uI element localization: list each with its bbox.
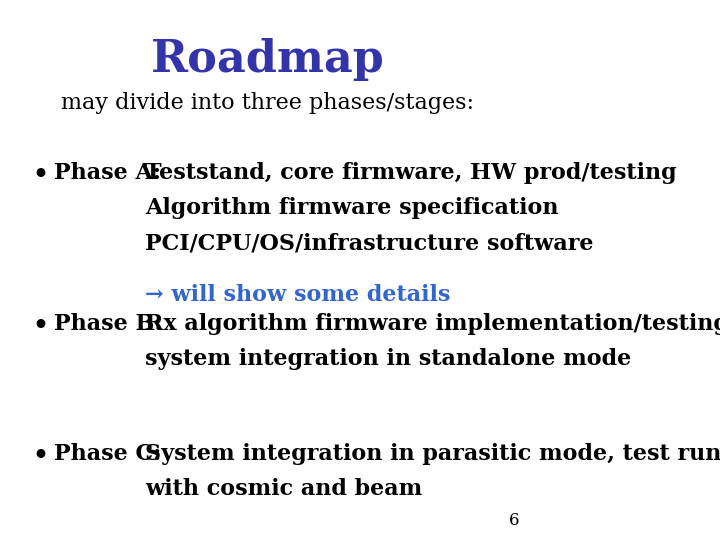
Text: system integration in standalone mode: system integration in standalone mode (145, 348, 631, 370)
Text: Phase A:: Phase A: (53, 162, 161, 184)
Text: •: • (32, 162, 48, 186)
Text: may divide into three phases/stages:: may divide into three phases/stages: (61, 92, 474, 114)
Text: Phase B:: Phase B: (53, 313, 162, 335)
Text: Phase C:: Phase C: (53, 443, 161, 465)
Text: with cosmic and beam: with cosmic and beam (145, 478, 422, 500)
Text: Roadmap: Roadmap (151, 38, 384, 81)
Text: •: • (32, 313, 48, 337)
Text: PCI/CPU/OS/infrastructure software: PCI/CPU/OS/infrastructure software (145, 232, 593, 254)
Text: System integration in parasitic mode, test runs: System integration in parasitic mode, te… (145, 443, 720, 465)
Text: 6: 6 (509, 512, 520, 529)
Text: •: • (32, 443, 48, 467)
Text: Algorithm firmware specification: Algorithm firmware specification (145, 197, 558, 219)
Text: Rx algorithm firmware implementation/testing,: Rx algorithm firmware implementation/tes… (145, 313, 720, 335)
Text: Teststand, core firmware, HW prod/testing: Teststand, core firmware, HW prod/testin… (145, 162, 676, 184)
Text: → will show some details: → will show some details (145, 284, 450, 306)
